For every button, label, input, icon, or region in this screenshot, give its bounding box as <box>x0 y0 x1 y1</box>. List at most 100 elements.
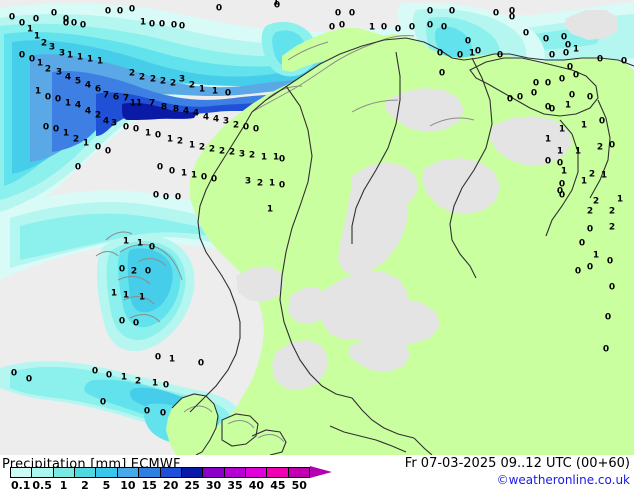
precip-value-label: 1 <box>122 290 130 301</box>
precip-value-label: 1 <box>66 50 74 61</box>
precip-value-label: 1 <box>556 146 564 157</box>
precip-value-label: 0 <box>530 88 538 99</box>
precip-value-label: 0 <box>168 166 176 177</box>
precip-value-label: 0 <box>278 180 286 191</box>
precip-value-label: 1 <box>76 52 84 63</box>
precip-value-label: 0 <box>456 50 464 61</box>
precip-value-label: 1 <box>564 100 572 111</box>
precip-value-label: 2 <box>188 80 196 91</box>
colorbar-tick: 30 <box>205 479 222 492</box>
precip-value-label: 2 <box>256 178 264 189</box>
precip-value-label: 0 <box>598 116 606 127</box>
precip-value-label: 0 <box>52 124 60 135</box>
colorbar-tick-labels: 0.1 0.5 1 2 5 10 15 20 25 30 35 40 45 50 <box>10 479 330 493</box>
precip-value-label: 2 <box>134 376 142 387</box>
colorbar-swatch[interactable] <box>75 468 97 477</box>
precip-value-label: 0 <box>532 78 540 89</box>
precip-value-label: 8 <box>160 102 168 113</box>
precip-value-label: 0 <box>544 102 552 113</box>
precip-value-label: 0 <box>562 48 570 59</box>
precip-value-label: 0 <box>440 22 448 33</box>
land-danish-isles <box>218 414 258 446</box>
precip-value-label: 3 <box>48 42 56 53</box>
colorbar-swatch[interactable] <box>224 468 246 477</box>
precip-value-label: 1 <box>600 170 608 181</box>
gray-lake-vanern <box>288 288 330 324</box>
gray-lake-finland <box>422 158 500 214</box>
precip-value-label: 1 <box>544 134 552 145</box>
colorbar[interactable]: 0.1 0.5 1 2 5 10 15 20 25 30 35 40 45 50 <box>10 466 332 492</box>
colorbar-swatch[interactable] <box>288 468 310 477</box>
precip-value-label: 0 <box>174 192 182 203</box>
colorbar-tick: 10 <box>120 479 136 492</box>
valid-time-stamp: Fr 07-03-2025 09..12 UTC (00+60) <box>404 456 630 471</box>
precip-value-label: 0 <box>496 50 504 61</box>
precip-value-label: 1 <box>139 17 147 28</box>
precip-value-label: 4 <box>202 112 210 123</box>
precip-value-label: 0 <box>200 172 208 183</box>
precip-value-label: 2 <box>208 144 216 155</box>
precip-value-label: 0 <box>348 8 356 19</box>
precip-value-label: 0 <box>91 366 99 377</box>
precip-value-label: 6 <box>112 92 120 103</box>
precip-value-label: 0 <box>278 154 286 165</box>
precip-value-label: 0 <box>105 370 113 381</box>
colorbar-swatch[interactable] <box>139 468 161 477</box>
precip-value-label: 0 <box>558 179 566 190</box>
colorbar-swatch[interactable] <box>181 468 204 477</box>
precip-value-label: 1 <box>138 292 146 303</box>
precip-value-label: 0 <box>608 140 616 151</box>
precip-value-label: 0 <box>32 14 40 25</box>
precip-value-label: 0 <box>104 146 112 157</box>
colorbar-swatch[interactable] <box>53 468 76 477</box>
precip-value-label: 4 <box>182 106 190 117</box>
precip-value-label: 1 <box>151 378 159 389</box>
precip-value-label: 4 <box>84 80 92 91</box>
precip-value-label: 0 <box>522 28 530 39</box>
precip-value-label: 1 <box>166 134 174 145</box>
gray-estonia-lake <box>348 336 410 372</box>
precip-value-label: 1 <box>272 152 280 163</box>
colorbar-swatch[interactable] <box>96 468 118 477</box>
country-borders <box>171 37 634 455</box>
colorbar-swatch[interactable] <box>203 468 225 477</box>
precip-value-label: 1 <box>110 288 118 299</box>
gray-gulf-finland <box>330 298 440 346</box>
precip-value-label: 1 <box>120 372 128 383</box>
precip-value-label: 4 <box>192 108 200 119</box>
credit-link[interactable]: ©weatheronline.co.uk <box>496 473 630 487</box>
precip-value-label: 0 <box>70 18 78 29</box>
precip-value-label: 2 <box>149 74 157 85</box>
precip-value-label: 0 <box>74 162 82 173</box>
colorbar-swatch[interactable] <box>32 468 54 477</box>
precip-value-label: 1 <box>198 84 206 95</box>
precip-value-label: 0 <box>556 158 564 169</box>
precip-value-label: 0 <box>508 12 516 23</box>
precip-value-label: 7 <box>102 90 110 101</box>
precip-value-label: 0 <box>62 18 70 29</box>
land-north-norway <box>282 28 414 72</box>
colorbar-swatch[interactable] <box>11 468 33 477</box>
precip-value-label: 4 <box>84 106 92 117</box>
precip-value-label: 3 <box>178 74 186 85</box>
precip-value-label: 0 <box>224 88 232 99</box>
precip-value-label: 0 <box>94 142 102 153</box>
precip-value-label: 0 <box>170 20 178 31</box>
colorbar-tick: 0.1 <box>10 479 31 492</box>
colorbar-swatch[interactable] <box>267 468 289 477</box>
colorbar-swatch[interactable] <box>245 468 268 477</box>
colorbar-swatch[interactable] <box>117 468 140 477</box>
precip-value-label: 0 <box>118 264 126 275</box>
colorbar-swatch[interactable] <box>160 468 182 477</box>
precip-value-label: 2 <box>138 72 146 83</box>
precip-value-label: 0 <box>79 20 87 31</box>
precip-value-label: 0 <box>436 48 444 59</box>
precip-value-label: 0 <box>464 36 472 47</box>
precip-value-label: 0 <box>156 162 164 173</box>
precip-value-label: 5 <box>74 76 82 87</box>
colorbar-swatches[interactable] <box>10 467 310 478</box>
precip-value-label: 0 <box>18 50 26 61</box>
precip-value-label: 2 <box>159 76 167 87</box>
